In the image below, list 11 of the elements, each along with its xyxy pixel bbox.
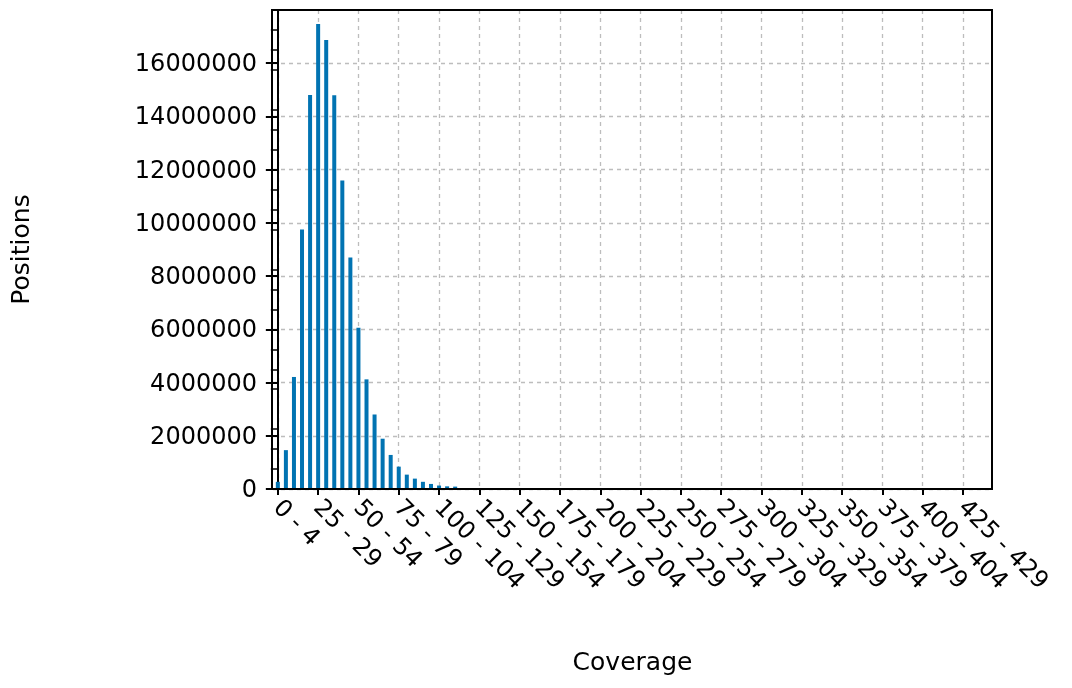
y-tick-label: 16000000: [134, 49, 257, 78]
y-tick-label: 6000000: [150, 315, 257, 344]
y-tick-label: 8000000: [150, 262, 257, 291]
y-tick-label: 4000000: [150, 368, 257, 397]
x-axis-title: Coverage: [572, 647, 693, 676]
y-tick-label: 12000000: [134, 155, 257, 184]
y-tick-label: 0: [241, 475, 257, 503]
y-axis-title: Positions: [6, 194, 35, 305]
y-tick-label: 2000000: [150, 421, 257, 450]
y-tick-label: 10000000: [134, 208, 257, 237]
y-tick-label: 14000000: [134, 102, 257, 131]
